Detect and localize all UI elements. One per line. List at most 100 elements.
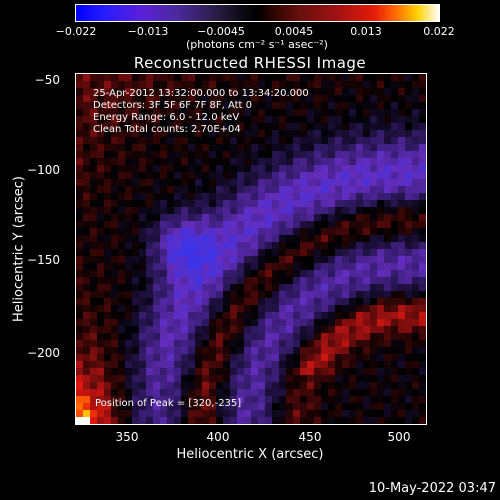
- heatmap-cell: [153, 375, 161, 383]
- heatmap-cell: [356, 389, 364, 397]
- heatmap-cell: [167, 102, 175, 110]
- heatmap-cell: [97, 361, 105, 369]
- heatmap-cell: [419, 158, 426, 166]
- heatmap-cell: [356, 249, 364, 257]
- heatmap-cell: [286, 235, 294, 243]
- heatmap-cell: [244, 228, 252, 236]
- heatmap-cell: [181, 382, 189, 390]
- heatmap-cell: [125, 193, 133, 201]
- heatmap-cell: [160, 172, 168, 180]
- heatmap-cell: [118, 137, 126, 145]
- heatmap-cell: [286, 403, 294, 411]
- heatmap-cell: [286, 186, 294, 194]
- heatmap-cell: [314, 256, 322, 264]
- heatmap-cell: [237, 403, 245, 411]
- heatmap-cell: [76, 165, 84, 173]
- heatmap-cell: [398, 347, 406, 355]
- heatmap-cell: [216, 151, 224, 159]
- heatmap-cell: [146, 130, 154, 138]
- heatmap-cell: [377, 116, 385, 124]
- heatmap-cell: [258, 256, 266, 264]
- heatmap-cell: [391, 200, 399, 208]
- heatmap-cell: [279, 95, 287, 103]
- heatmap-cell: [125, 347, 133, 355]
- heatmap-cell: [181, 179, 189, 187]
- heatmap-cell: [377, 270, 385, 278]
- heatmap-cell: [118, 347, 126, 355]
- heatmap-cell: [419, 291, 426, 299]
- heatmap-cell: [160, 116, 168, 124]
- heatmap-cell: [118, 284, 126, 292]
- heatmap-cell: [223, 144, 231, 152]
- heatmap-cell: [286, 130, 294, 138]
- heatmap-cell: [230, 165, 238, 173]
- heatmap-cell: [307, 158, 315, 166]
- heatmap-cell: [370, 186, 378, 194]
- heatmap-cell: [412, 123, 420, 131]
- heatmap-cell: [314, 291, 322, 299]
- heatmap-cell: [202, 172, 210, 180]
- heatmap-cell: [160, 186, 168, 194]
- heatmap-cell: [321, 172, 329, 180]
- heatmap-cell: [377, 221, 385, 229]
- heatmap-cell: [300, 137, 308, 145]
- heatmap-cell: [139, 151, 147, 159]
- heatmap-cell: [139, 403, 147, 411]
- heatmap-cell: [300, 284, 308, 292]
- heatmap-cell: [384, 74, 392, 82]
- heatmap-cell: [244, 277, 252, 285]
- heatmap-cell: [244, 235, 252, 243]
- heatmap-cell: [209, 158, 217, 166]
- heatmap-cell: [97, 347, 105, 355]
- heatmap-cell: [209, 228, 217, 236]
- heatmap-cell: [202, 130, 210, 138]
- heatmap-cell: [363, 312, 371, 320]
- heatmap-cell: [286, 277, 294, 285]
- heatmap-cell: [83, 256, 91, 264]
- heatmap-cell: [405, 172, 413, 180]
- heatmap-cell: [300, 214, 308, 222]
- heatmap-cell: [265, 95, 273, 103]
- heatmap-cell: [265, 410, 273, 418]
- heatmap-cell: [209, 375, 217, 383]
- heatmap-cell: [279, 277, 287, 285]
- heatmap-cell: [328, 347, 336, 355]
- heatmap-cell: [174, 242, 182, 250]
- heatmap-cell: [167, 130, 175, 138]
- heatmap-cell: [230, 417, 238, 424]
- heatmap-cell: [160, 270, 168, 278]
- heatmap-cell: [363, 410, 371, 418]
- heatmap-cell: [405, 214, 413, 222]
- heatmap-cell: [300, 340, 308, 348]
- heatmap-cell: [279, 109, 287, 117]
- heatmap-cell: [230, 116, 238, 124]
- heatmap-cell: [349, 305, 357, 313]
- heatmap-cell: [335, 256, 343, 264]
- heatmap-cell: [237, 382, 245, 390]
- heatmap-cell: [230, 249, 238, 257]
- heatmap-cell: [370, 200, 378, 208]
- heatmap-cell: [118, 291, 126, 299]
- heatmap-cell: [356, 228, 364, 236]
- heatmap-cell: [328, 81, 336, 89]
- heatmap-cell: [90, 305, 98, 313]
- heatmap-cell: [384, 144, 392, 152]
- heatmap-cell: [384, 102, 392, 110]
- heatmap-cell: [153, 221, 161, 229]
- heatmap-cell: [174, 221, 182, 229]
- heatmap-cell: [398, 305, 406, 313]
- heatmap-cell: [83, 165, 91, 173]
- heatmap-cell: [286, 221, 294, 229]
- heatmap-cell: [125, 298, 133, 306]
- heatmap-cell: [265, 347, 273, 355]
- heatmap-cell: [293, 137, 301, 145]
- heatmap-cell: [188, 305, 196, 313]
- heatmap-cell: [153, 214, 161, 222]
- heatmap-cell: [300, 116, 308, 124]
- heatmap-cell: [153, 333, 161, 341]
- heatmap-cell: [307, 284, 315, 292]
- heatmap-cell: [335, 333, 343, 341]
- heatmap-cell: [363, 361, 371, 369]
- heatmap-cell: [132, 312, 140, 320]
- heatmap-cell: [97, 305, 105, 313]
